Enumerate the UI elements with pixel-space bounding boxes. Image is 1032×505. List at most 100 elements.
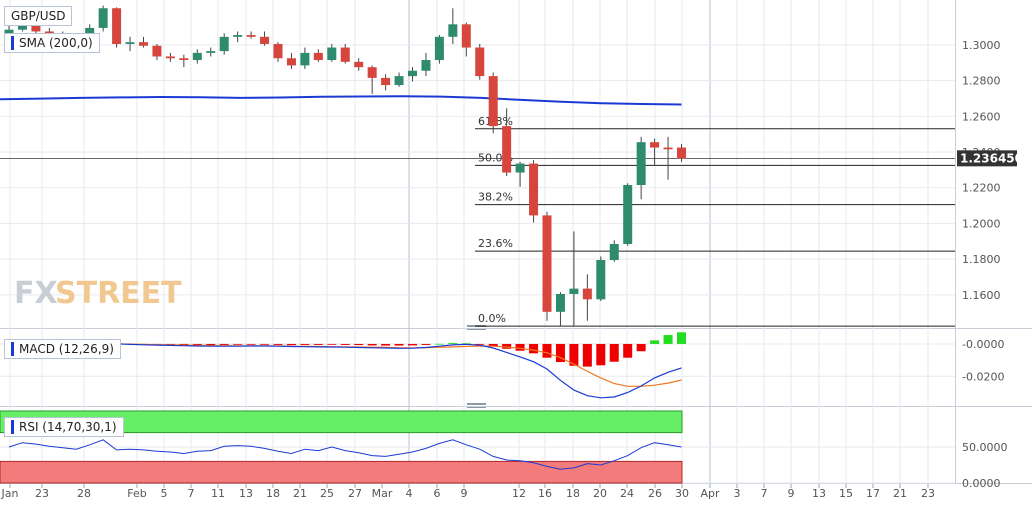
- candle-body: [529, 163, 539, 216]
- macd-histogram-bar: [515, 343, 525, 351]
- macd-histogram-bar: [354, 343, 364, 346]
- y-tick-label: 1.2600: [962, 110, 1001, 123]
- y-tick-label: 1.1600: [962, 289, 1001, 302]
- macd-histogram-bar: [542, 343, 552, 358]
- candle-body: [421, 60, 431, 71]
- x-tick-label: 23: [35, 487, 49, 500]
- rsi-panel: [0, 410, 683, 484]
- grid-layer: [0, 0, 1032, 484]
- y-tick-label: 1.2000: [962, 217, 1001, 230]
- sma-label[interactable]: SMA (200,0): [4, 33, 100, 53]
- x-tick-label: 18: [266, 487, 280, 500]
- candle-body: [636, 142, 646, 186]
- macd-histogram-bar: [663, 335, 673, 344]
- candle-body: [125, 42, 135, 44]
- candle-body: [44, 31, 54, 34]
- rsi-label[interactable]: RSI (14,70,30,1): [4, 417, 124, 437]
- panel-resize-handle: [467, 329, 486, 330]
- candle-body: [260, 36, 270, 44]
- candle-body: [165, 56, 175, 59]
- fib-level-label: 23.6%: [478, 237, 513, 250]
- x-tick-label: 12: [512, 487, 526, 500]
- candle-body: [582, 288, 592, 300]
- sma-color-mark: [11, 36, 14, 50]
- panel-resize-handle: [467, 403, 486, 405]
- x-tick-label: 13: [239, 487, 253, 500]
- candle-body: [475, 47, 485, 77]
- x-tick-label: 20: [593, 487, 607, 500]
- x-tick-label: 24: [620, 487, 634, 500]
- candle-body: [448, 24, 458, 37]
- candle-body: [31, 22, 41, 32]
- macd-histogram-bar: [192, 343, 202, 346]
- macd-histogram-bar: [300, 343, 310, 345]
- y-tick-label: -0.0200: [962, 370, 1004, 383]
- x-tick-label: 11: [211, 487, 225, 500]
- x-tick-label: 9: [461, 487, 468, 500]
- macd-histogram-bar: [650, 340, 660, 344]
- macd-histogram-bar: [636, 343, 646, 352]
- pair-label[interactable]: GBP/USD: [4, 6, 73, 26]
- macd-histogram-bar: [609, 343, 619, 362]
- candle-body: [394, 76, 404, 86]
- macd-histogram-bar: [286, 343, 296, 346]
- macd-label-text: MACD (12,26,9): [19, 342, 114, 356]
- y-tick-label: 1.2200: [962, 182, 1001, 195]
- candle-body: [179, 58, 189, 61]
- y-tick-label: -0.0000: [962, 338, 1004, 351]
- x-tick-label: 3: [734, 487, 741, 500]
- candle-body: [381, 77, 391, 86]
- x-tick-label: Feb: [127, 487, 146, 500]
- pair-label-text: GBP/USD: [11, 9, 66, 23]
- candle-body: [112, 8, 122, 44]
- macd-histogram-bar: [434, 343, 444, 345]
- candle-body: [17, 22, 27, 30]
- macd-label[interactable]: MACD (12,26,9): [4, 339, 121, 359]
- macd-histogram-bar: [206, 343, 216, 346]
- candle-body: [286, 58, 296, 66]
- y-tick-label: 50.0000: [962, 441, 1008, 454]
- y-tick-label: 1.3000: [962, 39, 1001, 52]
- macd-histogram-bar: [569, 343, 579, 366]
- y-tick-label: 0.0000: [962, 477, 1001, 490]
- candle-body: [354, 61, 364, 68]
- candle-body: [542, 215, 552, 312]
- candle-body: [555, 293, 565, 312]
- x-tick-label: 5: [161, 487, 168, 500]
- x-tick-label: 26: [648, 487, 662, 500]
- macd-histogram-bar: [596, 343, 606, 366]
- macd-histogram-bar: [381, 343, 391, 346]
- candle-body: [246, 35, 256, 37]
- sma-200-line: [0, 95, 682, 106]
- y-tick-label: 1.2800: [962, 75, 1001, 88]
- candle-body: [609, 243, 619, 261]
- x-tick-label: 13: [812, 487, 826, 500]
- x-tick-label: 7: [761, 487, 768, 500]
- candle-body: [327, 47, 337, 61]
- price-panel: 0.0%23.6%38.2%50.0%61.8%: [0, 5, 955, 327]
- macd-histogram-bar: [461, 343, 471, 345]
- axis-layer: Jan 23 28 Feb 5 7 11 13 18 21 25 27 Mar 4 6 9 12 16 18 20 24…: [1, 39, 1024, 500]
- rsi-overbought-zone: [0, 410, 683, 434]
- macd-histogram-bar: [273, 343, 283, 345]
- candle-body: [340, 47, 350, 62]
- candle-body: [596, 260, 606, 300]
- x-tick-label: 7: [188, 487, 195, 500]
- candle-body: [152, 45, 162, 57]
- candle-body: [273, 43, 283, 59]
- fib-level-label: 38.2%: [478, 191, 513, 204]
- macd-histogram-bar: [340, 343, 350, 345]
- x-tick-label: 21: [293, 487, 307, 500]
- x-tick-label: Apr: [700, 487, 720, 500]
- candle-body: [502, 126, 512, 173]
- sma-label-text: SMA (200,0): [19, 36, 93, 50]
- macd-histogram-bar: [246, 343, 256, 345]
- macd-histogram-bar: [582, 343, 592, 367]
- candle-body: [408, 70, 417, 77]
- rsi-oversold-zone: [0, 460, 683, 484]
- x-tick-label: 28: [77, 487, 91, 500]
- macd-histogram-bar: [529, 343, 539, 354]
- candle-body: [313, 52, 323, 61]
- macd-histogram-bar: [421, 343, 431, 345]
